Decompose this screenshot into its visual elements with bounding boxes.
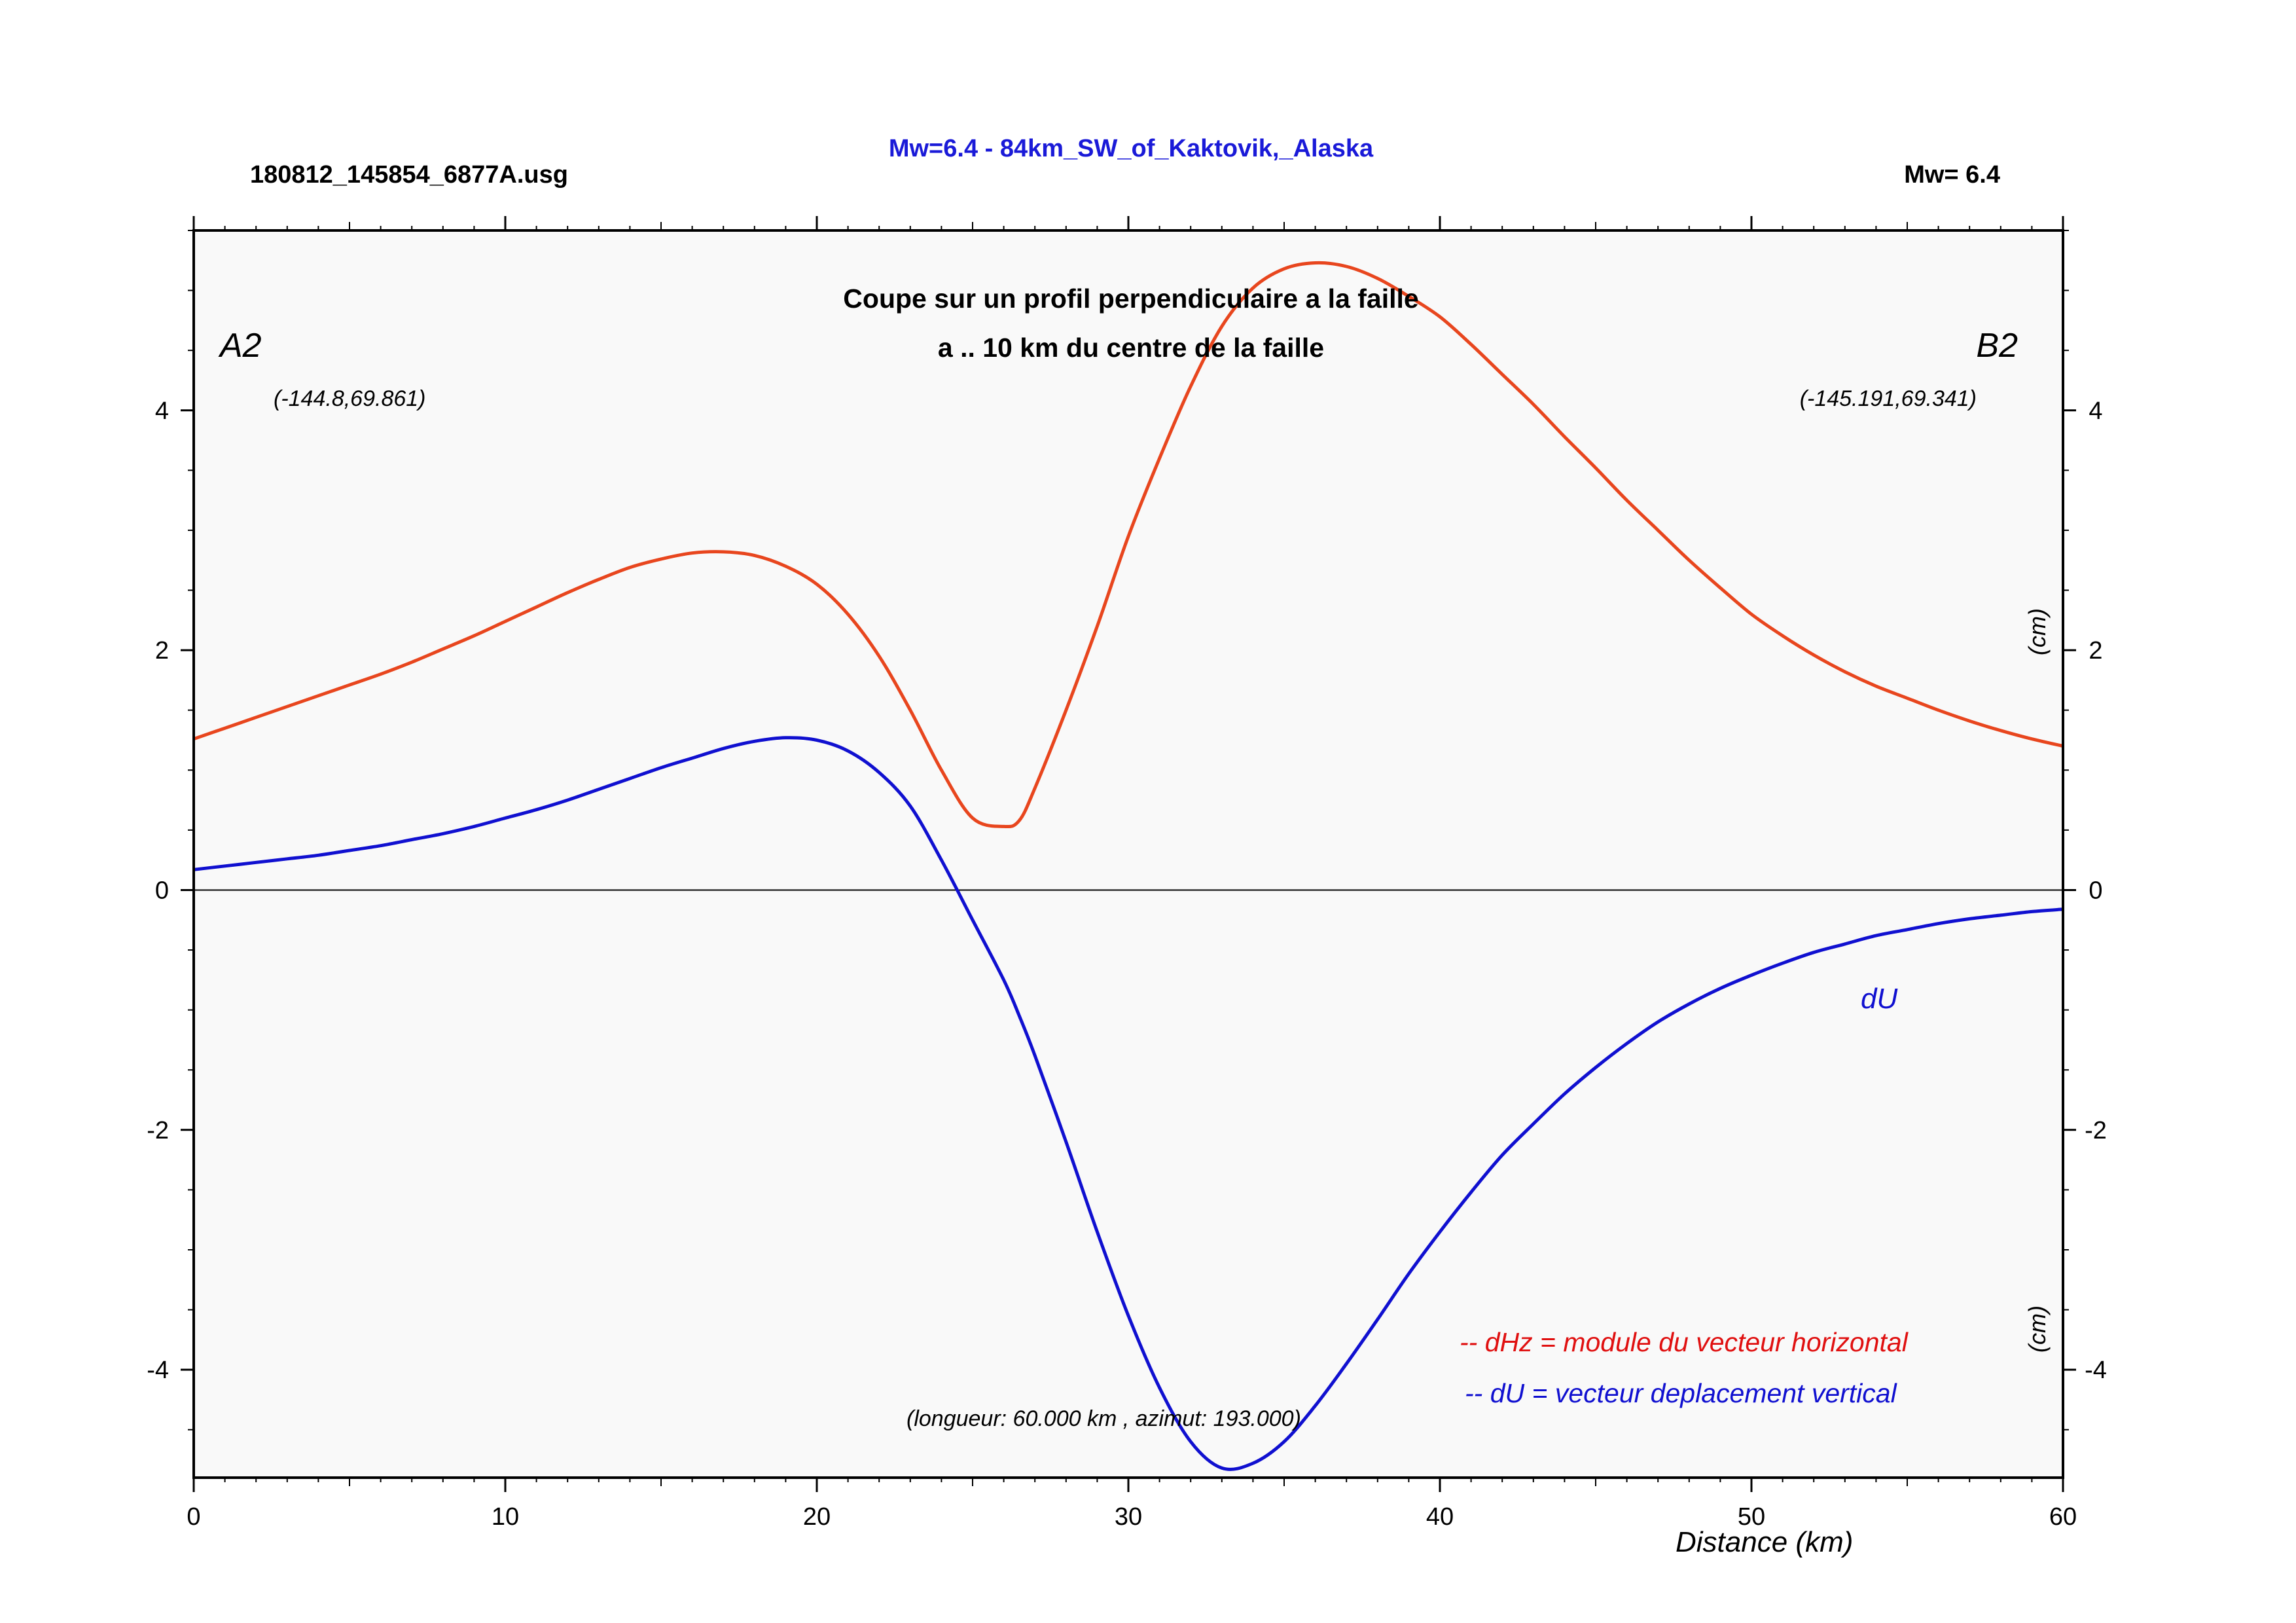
x-tick-label: 30 bbox=[1115, 1503, 1142, 1531]
end-label: B2 bbox=[1976, 327, 2018, 365]
series-line-du bbox=[193, 736, 2064, 1471]
plot-frame bbox=[192, 229, 2064, 1479]
unit-label-bottom: (cm) bbox=[2024, 1305, 2051, 1353]
start-label: A2 bbox=[218, 327, 262, 365]
plot-area bbox=[194, 230, 2063, 1478]
y-tick-label-right: 4 bbox=[2089, 397, 2102, 425]
y-tick-label-left: 4 bbox=[155, 397, 169, 425]
x-tick-label: 10 bbox=[492, 1503, 519, 1531]
x-tick-label: 20 bbox=[803, 1503, 831, 1531]
profile-info: (longueur: 60.000 km , azimut: 193.000) bbox=[906, 1406, 1301, 1431]
y-tick-label-right: 0 bbox=[2089, 877, 2102, 904]
y-tick-label-right: -4 bbox=[2085, 1357, 2107, 1384]
x-tick-label: 40 bbox=[1426, 1503, 1454, 1531]
y-tick-label-left: 2 bbox=[155, 637, 169, 665]
major-ticks bbox=[181, 216, 2076, 1492]
end-coords: (-145.191,69.341) bbox=[1800, 386, 1977, 411]
du-curve-label: dU bbox=[1861, 983, 1897, 1015]
x-tick-label: 0 bbox=[187, 1503, 200, 1531]
x-tick-labels: 0 10 20 30 40 50 60 bbox=[187, 1503, 2077, 1531]
x-axis-label: Distance (km) bbox=[1676, 1526, 1853, 1558]
series-layer bbox=[193, 261, 2064, 1471]
magnitude-label: Mw= 6.4 bbox=[1904, 161, 2000, 189]
subtitle-line1: Coupe sur un profil perpendiculaire a la… bbox=[843, 283, 1418, 314]
file-name: 180812_145854_6877A.usg bbox=[250, 161, 568, 189]
y-tick-label-right: -2 bbox=[2085, 1117, 2107, 1144]
series-line-dhz bbox=[193, 261, 2064, 829]
x-tick-label: 60 bbox=[2049, 1503, 2077, 1531]
legend-du: -- dU = vecteur deplacement vertical bbox=[1465, 1378, 1898, 1408]
x-tick-label: 50 bbox=[1738, 1503, 1765, 1531]
y-tick-label-right: 2 bbox=[2089, 637, 2102, 665]
y-tick-labels-left: -4 -2 0 2 4 bbox=[147, 397, 169, 1384]
legend-dhz: -- dHz = module du vecteur horizontal bbox=[1460, 1327, 1909, 1357]
y-tick-labels-right: -4 -2 0 2 4 bbox=[2085, 397, 2107, 1384]
unit-label-top: (cm) bbox=[2024, 608, 2051, 655]
y-tick-label-left: -2 bbox=[147, 1117, 169, 1144]
subtitle-line2: a .. 10 km du centre de la faille bbox=[938, 333, 1324, 363]
chart-title: Mw=6.4 - 84km_SW_of_Kaktovik,_Alaska bbox=[889, 135, 1374, 162]
y-tick-label-left: 0 bbox=[155, 877, 169, 904]
start-coords: (-144.8,69.861) bbox=[274, 386, 426, 411]
y-tick-label-left: -4 bbox=[147, 1357, 169, 1384]
